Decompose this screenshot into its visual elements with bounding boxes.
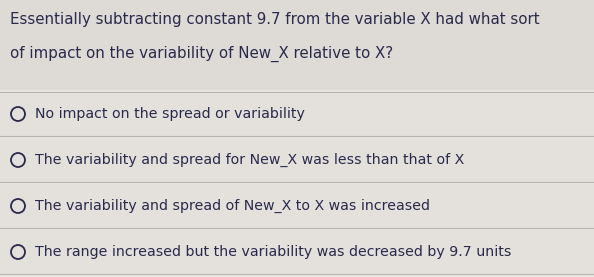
Bar [0,184,594,228]
Bar [0,138,594,182]
Text: of impact on the variability of New_X relative to X?: of impact on the variability of New_X re… [10,46,393,62]
Text: No impact on the spread or variability: No impact on the spread or variability [35,107,305,121]
Bar [0,92,594,136]
Bar [0,230,594,274]
Bar [0,0,594,90]
Text: Essentially subtracting constant 9.7 from the variable X had what sort: Essentially subtracting constant 9.7 fro… [10,12,539,27]
Text: The variability and spread of New_X to X was increased: The variability and spread of New_X to X… [35,199,430,213]
Text: The range increased but the variability was decreased by 9.7 units: The range increased but the variability … [35,245,511,259]
Text: The variability and spread for New_X was less than that of X: The variability and spread for New_X was… [35,153,465,167]
